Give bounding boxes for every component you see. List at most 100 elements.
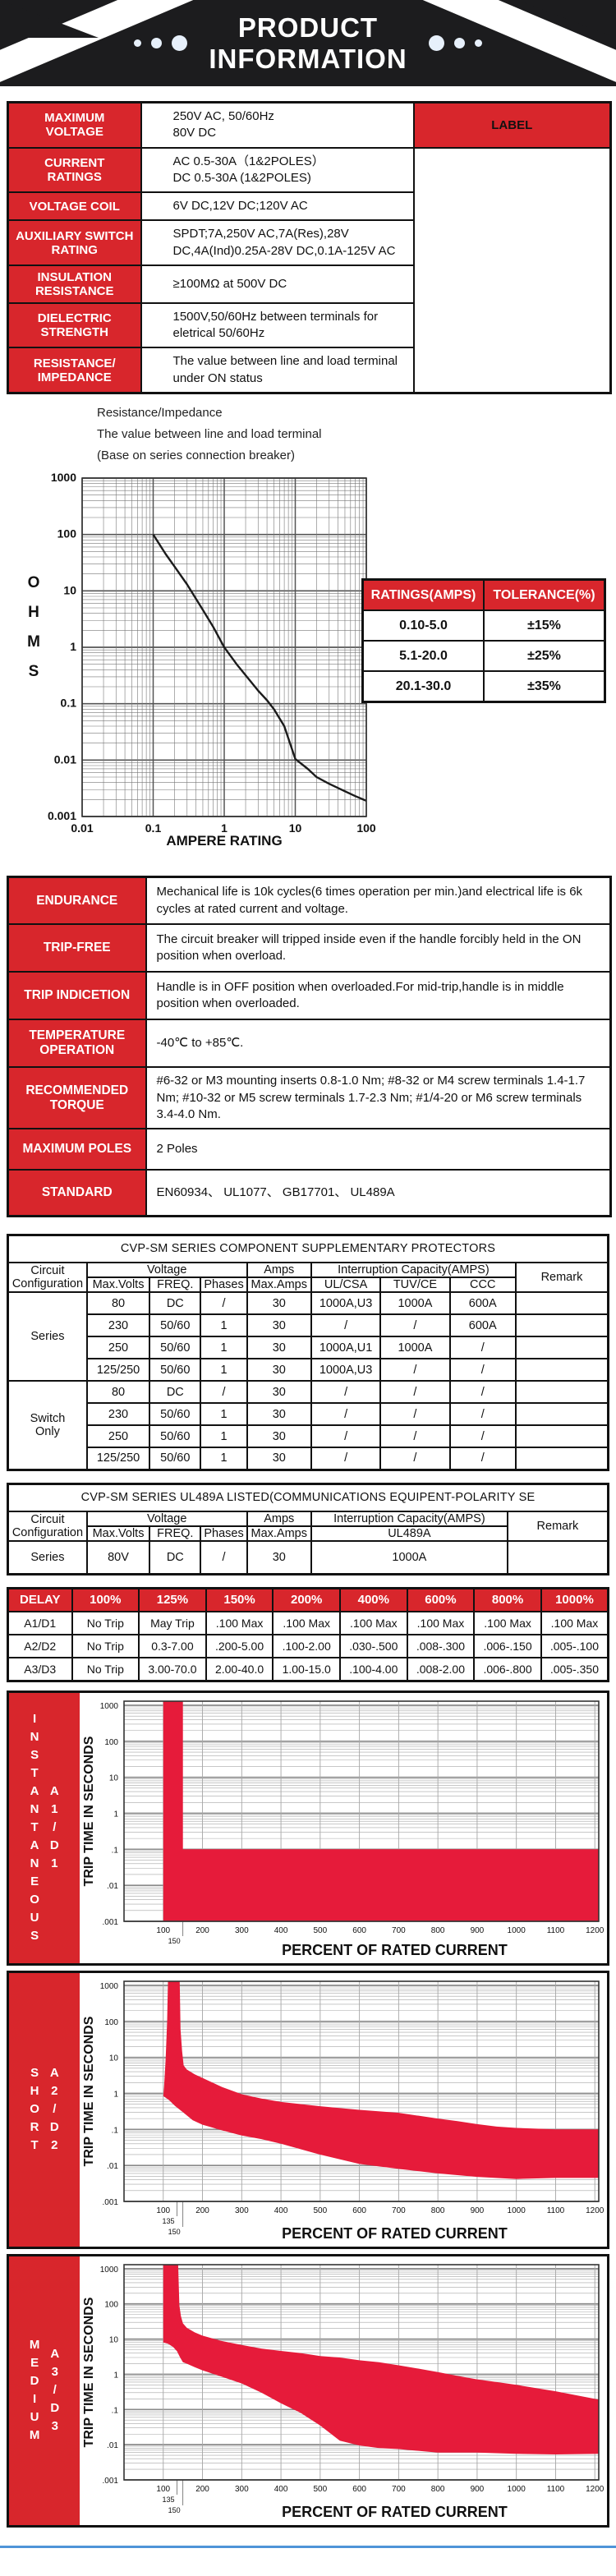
cell xyxy=(514,1424,609,1448)
cell: 30 xyxy=(246,1380,312,1404)
cell: DC xyxy=(149,1380,202,1404)
cell: 80 xyxy=(85,1291,151,1315)
svg-text:1000: 1000 xyxy=(100,1701,119,1710)
table-row: RATINGS(AMPS) TOLERANCE(%) xyxy=(361,578,606,612)
sidebar-letter: E xyxy=(30,2356,39,2370)
sidebar-letter: 1 xyxy=(51,1802,58,1816)
sidebar-letter: A xyxy=(30,1784,39,1798)
svg-text:100: 100 xyxy=(104,2017,118,2026)
spec-table: MAXIMUM VOLTAGE 250V AC, 50/60Hz 80V DC … xyxy=(7,101,612,394)
svg-text:.1: .1 xyxy=(112,2126,119,2135)
cell: .008-.300 xyxy=(406,1634,476,1658)
svg-text:200: 200 xyxy=(195,2485,209,2494)
note-line: (Base on series connection breaker) xyxy=(97,448,295,462)
svg-text:100: 100 xyxy=(104,2300,118,2309)
bottom-accent-line xyxy=(0,2545,616,2548)
cell: 30 xyxy=(246,1336,312,1359)
table-row: AUXILIARY SWITCH RATING SPDT;7A,250V AC,… xyxy=(7,219,611,266)
table-title: CVP-SM SERIES COMPONENT SUPPLEMENTARY PR… xyxy=(7,1234,609,1263)
cell xyxy=(506,1540,609,1575)
cell: / xyxy=(310,1313,382,1337)
column-header: Amps xyxy=(246,1511,312,1527)
sidebar-letter: I xyxy=(32,1712,37,1726)
cell: 125/250 xyxy=(85,1358,151,1382)
cell: 20.1-30.0 xyxy=(361,670,485,703)
protectors-table: CVP-SM SERIES COMPONENT SUPPLEMENTARY PR… xyxy=(7,1233,609,1471)
cell: / xyxy=(200,1380,248,1404)
cell xyxy=(514,1313,609,1337)
sidebar-code-label: A 2 / D 2 xyxy=(50,2064,59,2155)
column-header: 150% xyxy=(205,1587,274,1612)
row-label: RECOMMENDED TORQUE xyxy=(7,1066,147,1129)
svg-text:400: 400 xyxy=(274,2206,288,2215)
sidebar-letter: N xyxy=(30,1856,39,1870)
svg-text:TRIP TIME IN SECONDS: TRIP TIME IN SECONDS xyxy=(82,2016,96,2166)
sidebar-letter: A xyxy=(30,1838,39,1852)
spec-label: RESISTANCE/ IMPEDANCE xyxy=(7,347,142,394)
cell: / xyxy=(379,1424,451,1448)
svg-text:300: 300 xyxy=(235,2206,249,2215)
table-row: RESISTANCE/ IMPEDANCE The value between … xyxy=(7,347,611,394)
table-row: A3/D3 No Trip 3.00-70.0 2.00-40.0 1.00-15.0.… xyxy=(7,1657,609,1681)
cell: 30 xyxy=(246,1540,312,1575)
cell: 125/250 xyxy=(85,1447,151,1470)
svg-text:.1: .1 xyxy=(112,1846,119,1855)
sidebar-letter: T xyxy=(30,2138,39,2152)
cell xyxy=(514,1358,609,1382)
column-header: Phases xyxy=(200,1276,248,1293)
svg-text:.001: .001 xyxy=(103,2477,119,2486)
table-row: RECOMMENDED TORQUE #6-32 or M3 mounting … xyxy=(7,1066,612,1129)
cell: .100 Max xyxy=(339,1611,408,1635)
table-row: STANDARD EN60934、 UL1077、 GB17701、 UL489… xyxy=(7,1169,612,1217)
svg-text:0.01: 0.01 xyxy=(54,752,76,766)
cell: 3.00-70.0 xyxy=(138,1657,207,1681)
tolerance-table: RATINGS(AMPS) TOLERANCE(%) 0.10-5.0 ±15% 5… xyxy=(361,577,606,703)
sidebar-letter: U xyxy=(30,1911,39,1925)
svg-text:500: 500 xyxy=(313,2206,327,2215)
sidebar-letter: / xyxy=(53,1820,57,1834)
cell: 1000A,U1 xyxy=(310,1336,382,1359)
svg-text:0.001: 0.001 xyxy=(48,809,76,822)
cell: 50/60 xyxy=(149,1424,202,1448)
svg-text:600: 600 xyxy=(352,2206,366,2215)
row-value: -40℃ to +85℃. xyxy=(145,1019,612,1069)
table-row: ENDURANCE Mechanical life is 10k cycles(… xyxy=(7,876,612,926)
cell: 230 xyxy=(85,1402,151,1426)
cell: 1 xyxy=(200,1424,248,1448)
column-header: DELAY xyxy=(7,1587,73,1612)
axis-letter: O xyxy=(27,573,40,591)
cell: 600A xyxy=(448,1291,517,1315)
column-header: 800% xyxy=(473,1587,542,1612)
note-line: Resistance/Impedance xyxy=(97,405,223,420)
row-label: TRIP-FREE xyxy=(7,923,147,973)
cell: / xyxy=(310,1447,382,1470)
dot-icon xyxy=(453,38,465,48)
group-label: Switch Only xyxy=(7,1380,88,1470)
table-row: CVP-SM SERIES UL489A LISTED(COMMUNICATIO… xyxy=(7,1483,609,1512)
svg-text:900: 900 xyxy=(471,2206,485,2215)
sidebar-letter: D xyxy=(49,2120,59,2134)
table-row: TEMPERATURE OPERATION -40℃ to +85℃. xyxy=(7,1019,612,1069)
cell: Series xyxy=(7,1540,88,1575)
sidebar-letter: A xyxy=(49,2066,59,2080)
column-header: FREQ. xyxy=(149,1276,202,1293)
svg-text:1000: 1000 xyxy=(51,471,76,484)
page-title: PRODUCT INFORMATION xyxy=(209,12,407,75)
table-row: 230 50/60 1 30//600A xyxy=(8,1313,609,1337)
cell: 50/60 xyxy=(149,1313,202,1337)
header-banner: PRODUCT INFORMATION xyxy=(0,0,616,86)
sidebar-letter: E xyxy=(30,1874,39,1888)
column-header: Max.Amps xyxy=(246,1276,312,1293)
trip-curve-chart-a3d3: .001 .01 .1 1 10 100 1000 100 200 300 400 500 600 700… xyxy=(82,2263,605,2520)
svg-text:1: 1 xyxy=(113,2371,118,2380)
svg-text:100: 100 xyxy=(57,527,77,540)
cell: DC xyxy=(149,1540,202,1575)
svg-text:.01: .01 xyxy=(107,2441,118,2450)
svg-text:600: 600 xyxy=(352,1926,366,1935)
sidebar-letter: O xyxy=(30,1893,39,1907)
spec-label: AUXILIARY SWITCH RATING xyxy=(7,219,142,266)
column-header: Interruption Capacity(AMPS) xyxy=(310,1511,508,1527)
dot-icon xyxy=(474,39,482,47)
sidebar-letter: 3 xyxy=(51,2365,58,2379)
